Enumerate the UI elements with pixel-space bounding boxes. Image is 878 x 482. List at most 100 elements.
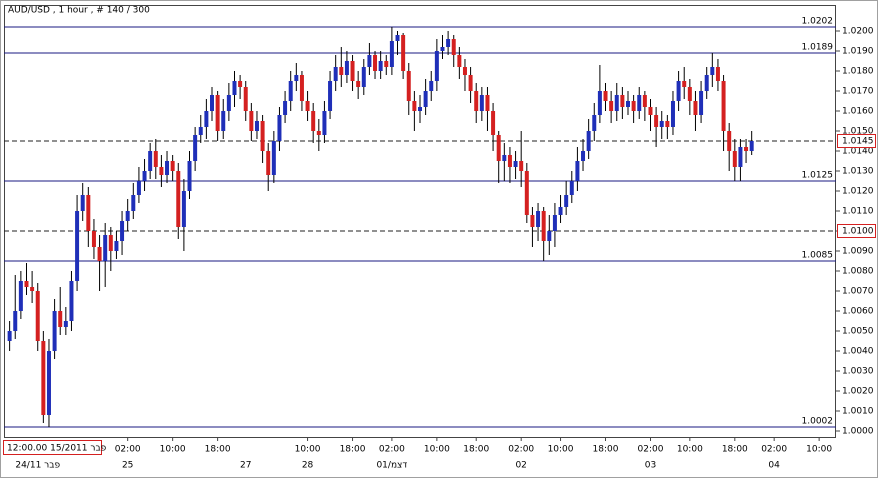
x-date-label: 04: [768, 461, 780, 471]
x-tick-label: 18:00: [205, 445, 231, 455]
candle-body: [440, 47, 445, 51]
candle-body: [35, 291, 40, 341]
candle-body: [401, 35, 406, 71]
y-tick-label: 1.0000: [842, 427, 874, 437]
candle-body: [530, 215, 535, 227]
candle-body: [136, 181, 141, 195]
candle-body: [507, 155, 512, 167]
candle-body: [316, 131, 321, 135]
x-date-label: 02: [515, 461, 526, 471]
candle-body: [142, 171, 147, 181]
candle-body: [620, 95, 625, 107]
candle-body: [148, 151, 153, 171]
candle-body: [564, 195, 569, 207]
candle-body: [732, 151, 737, 167]
candle-body: [586, 131, 591, 151]
candle-body: [637, 95, 642, 111]
candle-body: [125, 211, 130, 221]
x-tick-label: 18:00: [593, 445, 619, 455]
candle-body: [654, 115, 659, 127]
candle-body: [485, 95, 490, 111]
candle-body: [187, 161, 192, 191]
x-date-label: 27: [240, 461, 251, 471]
plot-area: [4, 5, 836, 438]
candle-body: [13, 311, 18, 331]
candle-body: [210, 95, 214, 111]
candle-body: [569, 181, 574, 195]
candle-body: [429, 81, 434, 91]
y-tick-label: 1.0050: [842, 327, 874, 337]
candle-body: [395, 35, 400, 41]
candle-body: [288, 81, 293, 101]
candle-body: [626, 101, 630, 107]
y-tick-label: 1.0020: [842, 387, 874, 397]
candle-body: [159, 167, 164, 175]
y-tick-label: 1.0140: [842, 147, 874, 157]
candle-body: [221, 111, 226, 131]
candle-body: [373, 55, 378, 71]
candle-body: [18, 281, 23, 311]
level-label: 1.0100: [842, 227, 874, 237]
candle-body: [738, 147, 743, 167]
candle-body: [108, 235, 113, 251]
candle-body: [648, 107, 653, 115]
candle-body: [311, 111, 316, 131]
y-tick-label: 1.0160: [842, 107, 874, 117]
x-tick-label: 02:00: [638, 445, 664, 455]
y-tick-label: 1.0080: [842, 267, 874, 277]
candle-body: [75, 211, 80, 281]
candle-body: [193, 135, 198, 161]
candle-body: [299, 75, 304, 101]
candle-body: [513, 161, 518, 167]
candle-body: [350, 61, 355, 81]
y-tick-label: 1.0090: [842, 247, 874, 257]
candle-body: [24, 281, 29, 287]
x-tick-label: 02:00: [508, 445, 534, 455]
candle-body: [491, 111, 496, 135]
candle-body: [103, 235, 108, 261]
candle-body: [204, 111, 209, 127]
candle-body: [670, 101, 675, 127]
candle-body: [704, 75, 709, 91]
candle-body: [277, 115, 282, 141]
candle-body: [80, 195, 85, 211]
x-date-label: 25: [122, 461, 133, 471]
chart-title: AUD/USD , 1 hour , # 140 / 300: [8, 6, 150, 16]
x-tick-label: 02:00: [761, 445, 787, 455]
candle-body: [170, 161, 175, 171]
candle-body: [614, 95, 619, 111]
candle-body: [603, 91, 608, 101]
x-tick-label: 18:00: [463, 445, 489, 455]
level-label: 1.0125: [802, 171, 834, 181]
candle-body: [238, 81, 243, 87]
x-tick-label: 02:00: [379, 445, 405, 455]
candle-body: [749, 141, 754, 151]
candle-body: [243, 87, 248, 111]
candle-body: [58, 311, 63, 327]
y-tick-label: 1.0150: [842, 127, 874, 137]
candle-body: [215, 95, 220, 131]
y-tick-label: 1.0040: [842, 347, 874, 357]
y-tick-label: 1.0190: [842, 47, 874, 57]
level-label: 1.0145: [842, 137, 874, 147]
candle-body: [328, 81, 333, 111]
candle-body: [198, 127, 203, 135]
candle-body: [682, 81, 687, 87]
candle-body: [721, 81, 726, 131]
candle-body: [597, 91, 602, 115]
candle-body: [451, 39, 456, 55]
x-tick-label: 18:00: [722, 445, 748, 455]
candle-body: [131, 195, 136, 211]
x-tick-label: 10:00: [806, 445, 832, 455]
y-tick-label: 1.0010: [842, 407, 874, 417]
candle-body: [547, 231, 552, 241]
x-date-label: 24/11 פבר: [15, 461, 60, 471]
cursor-label: 12:00.00 15/2011 פבר: [7, 444, 107, 454]
candle-body: [575, 161, 580, 181]
candle-body: [361, 67, 366, 87]
candle-body: [46, 351, 51, 415]
candle-body: [271, 141, 276, 175]
candle-body: [524, 171, 529, 215]
x-tick-label: 02:00: [115, 445, 141, 455]
